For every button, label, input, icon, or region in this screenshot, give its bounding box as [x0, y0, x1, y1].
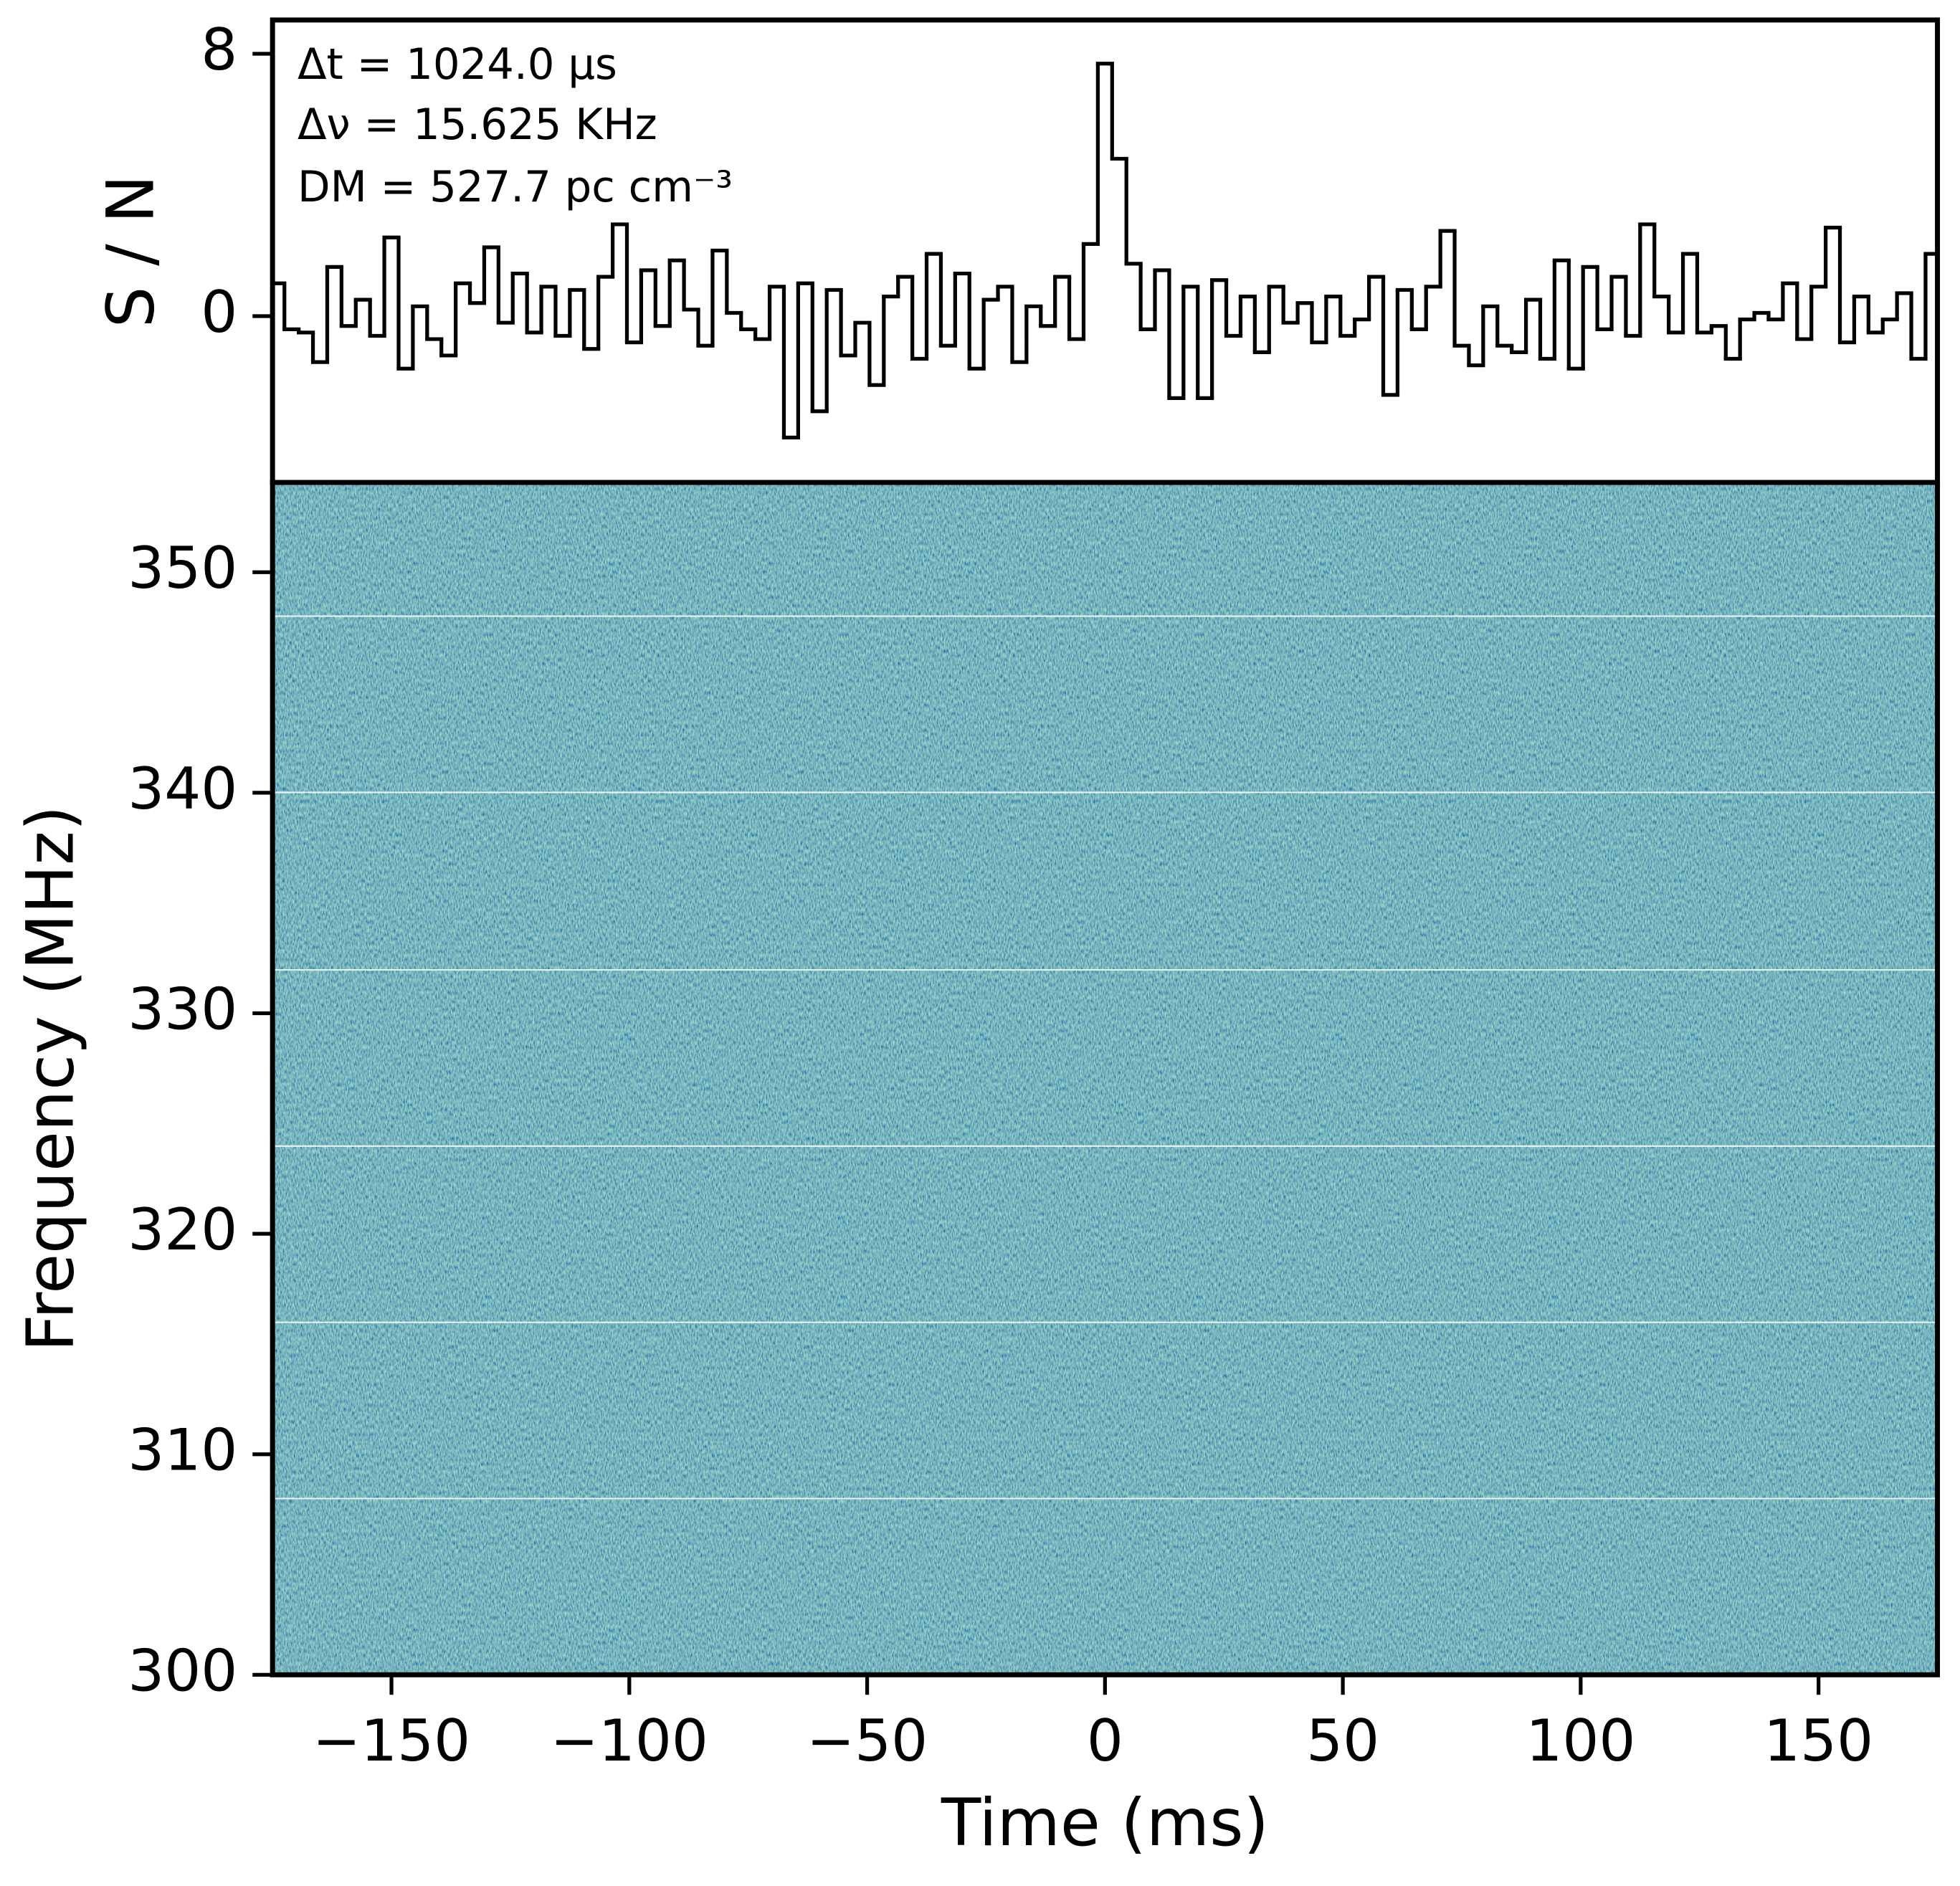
- x-axis-label: Time (ms): [941, 1786, 1269, 1861]
- y-tick-label: 340: [128, 756, 237, 822]
- x-tick-label: −100: [551, 1708, 708, 1774]
- y-tick-label: 320: [128, 1196, 237, 1263]
- y-axis-label: S / N: [93, 175, 168, 328]
- x-tick-label: 100: [1526, 1708, 1635, 1774]
- masked-channels: [272, 615, 1938, 1500]
- axes-frame: [270, 17, 1941, 485]
- annotation: Δt = 1024.0 μs: [298, 39, 617, 89]
- x-tick-label: 50: [1306, 1708, 1379, 1774]
- y-tick-label: 300: [128, 1637, 237, 1704]
- annotation: DM = 527.7 pc cm⁻³: [298, 162, 733, 211]
- y-tick-label: 0: [201, 279, 237, 346]
- annotation: Δν = 15.625 KHz: [298, 100, 657, 149]
- heatmap-texture: [272, 482, 1938, 1675]
- y-tick-label: 350: [128, 535, 237, 601]
- x-tick-label: 0: [1087, 1708, 1123, 1774]
- y-tick-label: 330: [128, 976, 237, 1042]
- step-riser: [282, 63, 1928, 438]
- y-tick-label: 310: [128, 1417, 237, 1484]
- x-tick-label: −50: [807, 1708, 928, 1774]
- axes-frame: [270, 480, 1941, 1677]
- y-tick-label: 8: [201, 16, 237, 83]
- x-tick-label: 150: [1764, 1708, 1873, 1774]
- x-tick-label: −150: [313, 1708, 470, 1774]
- y-axis-label: Frequency (MHz): [14, 806, 89, 1352]
